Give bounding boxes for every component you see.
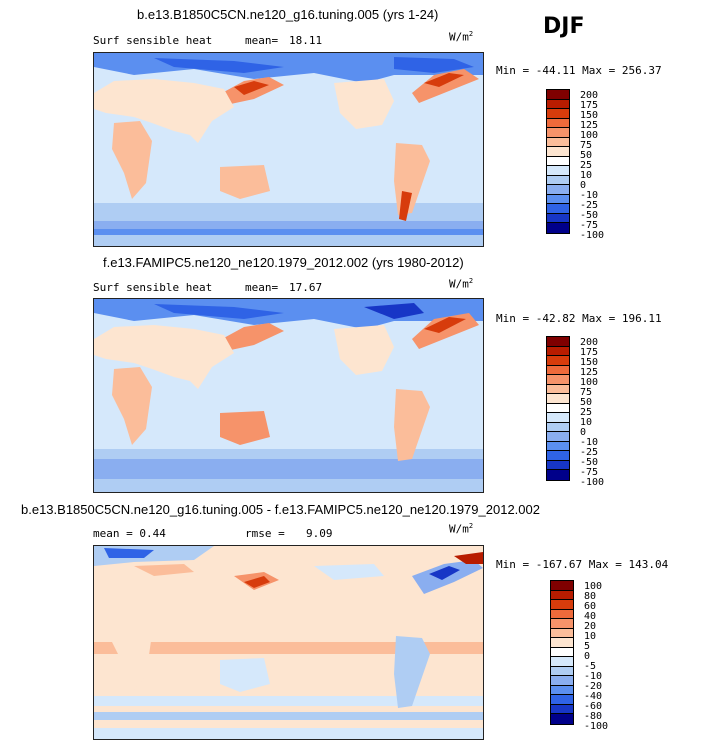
panel2-tick-label: 50 bbox=[580, 397, 593, 408]
panel2-mean-label: mean= bbox=[245, 281, 279, 294]
panel1-tick-label: -100 bbox=[580, 230, 605, 241]
panel2-variable-label: Surf sensible heat bbox=[93, 281, 213, 294]
panel3-tick-label: -20 bbox=[584, 681, 603, 692]
panel2-tick-label: 10 bbox=[580, 417, 593, 428]
panel2-colorbar bbox=[546, 336, 570, 481]
panel3-map bbox=[93, 545, 484, 740]
panel1-tick-label: -25 bbox=[580, 200, 599, 211]
panel2-tick-label: 150 bbox=[580, 357, 599, 368]
panel2-units: W/m2 bbox=[449, 277, 474, 291]
panel2-title: f.e13.FAMIPC5.ne120_ne120.1979_2012.002 … bbox=[103, 255, 464, 270]
panel3-tick-label: 0 bbox=[584, 651, 591, 662]
panel3-colorbar-labels: 100 80 60 40 20 10 5 0 -5 -10 -20 -40 -6… bbox=[584, 582, 624, 732]
panel3-minmax: Min = -167.67 Max = 143.04 bbox=[496, 558, 669, 571]
panel1-tick-label: 100 bbox=[580, 130, 599, 141]
panel2-tick-label: -25 bbox=[580, 447, 599, 458]
panel1-tick-label: -10 bbox=[580, 190, 599, 201]
panel1-tick-label: 10 bbox=[580, 170, 593, 181]
panel3-tick-label: 100 bbox=[584, 581, 603, 592]
panel3-tick-label: -100 bbox=[584, 721, 609, 732]
panel1-map bbox=[93, 52, 484, 247]
panel1-tick-label: 175 bbox=[580, 100, 599, 111]
panel3-tick-label: -40 bbox=[584, 691, 603, 702]
panel1-tick-label: 75 bbox=[580, 140, 593, 151]
panel1-tick-label: 200 bbox=[580, 90, 599, 101]
panel3-title: b.e13.B1850C5CN.ne120_g16.tuning.005 - f… bbox=[21, 502, 540, 517]
panel1-tick-label: -50 bbox=[580, 210, 599, 221]
panel2-colorbar-labels: 200 175 150 125 100 75 50 25 10 0 -10 -2… bbox=[580, 338, 620, 488]
panel1-tick-label: -75 bbox=[580, 220, 599, 231]
panel3-tick-label: 10 bbox=[584, 631, 597, 642]
panel3-units: W/m2 bbox=[449, 522, 474, 536]
panel2-tick-label: -75 bbox=[580, 467, 599, 478]
panel3-map-field bbox=[94, 546, 483, 739]
panel1-mean-label: mean= bbox=[245, 34, 279, 47]
panel3-mean-label: mean = 0.44 bbox=[93, 527, 166, 540]
panel2-tick-label: 175 bbox=[580, 347, 599, 358]
panel1-mean-value: 18.11 bbox=[289, 34, 323, 47]
panel3-tick-label: 40 bbox=[584, 611, 597, 622]
panel2-tick-label: -50 bbox=[580, 457, 599, 468]
panel3-tick-label: 80 bbox=[584, 591, 597, 602]
panel1-tick-label: 125 bbox=[580, 120, 599, 131]
season-label: DJF bbox=[543, 14, 585, 39]
panel3-tick-label: -80 bbox=[584, 711, 603, 722]
panel3-tick-label: 5 bbox=[584, 641, 591, 652]
panel2-map-field bbox=[94, 299, 483, 492]
panel3-tick-label: -5 bbox=[584, 661, 597, 672]
panel1-title: b.e13.B1850C5CN.ne120_g16.tuning.005 (yr… bbox=[137, 7, 439, 22]
panel2-minmax: Min = -42.82 Max = 196.11 bbox=[496, 312, 662, 325]
panel1-colorbar bbox=[546, 89, 570, 234]
panel2-tick-label: 200 bbox=[580, 337, 599, 348]
panel3-tick-label: -60 bbox=[584, 701, 603, 712]
panel2-tick-label: 75 bbox=[580, 387, 593, 398]
panel2-tick-label: 0 bbox=[580, 427, 587, 438]
panel2-map bbox=[93, 298, 484, 493]
panel3-colorbar bbox=[550, 580, 574, 725]
panel1-variable-label: Surf sensible heat bbox=[93, 34, 213, 47]
panel1-map-field bbox=[94, 53, 483, 246]
panel3-tick-label: 60 bbox=[584, 601, 597, 612]
panel1-tick-label: 0 bbox=[580, 180, 587, 191]
panel1-tick-label: 150 bbox=[580, 110, 599, 121]
panel2-tick-label: -10 bbox=[580, 437, 599, 448]
panel3-tick-label: 20 bbox=[584, 621, 597, 632]
panel1-colorbar-labels: 200 175 150 125 100 75 50 25 10 0 -10 -2… bbox=[580, 91, 620, 241]
panel2-tick-label: 25 bbox=[580, 407, 593, 418]
panel3-tick-label: -10 bbox=[584, 671, 603, 682]
panel2-tick-label: 100 bbox=[580, 377, 599, 388]
panel3-rmse-label: rmse = bbox=[245, 527, 285, 540]
panel1-units: W/m2 bbox=[449, 30, 474, 44]
panel2-mean-value: 17.67 bbox=[289, 281, 323, 294]
panel1-tick-label: 25 bbox=[580, 160, 593, 171]
panel1-minmax: Min = -44.11 Max = 256.37 bbox=[496, 64, 662, 77]
panel3-rmse-value: 9.09 bbox=[306, 527, 333, 540]
panel1-tick-label: 50 bbox=[580, 150, 593, 161]
panel2-tick-label: 125 bbox=[580, 367, 599, 378]
panel2-tick-label: -100 bbox=[580, 477, 605, 488]
